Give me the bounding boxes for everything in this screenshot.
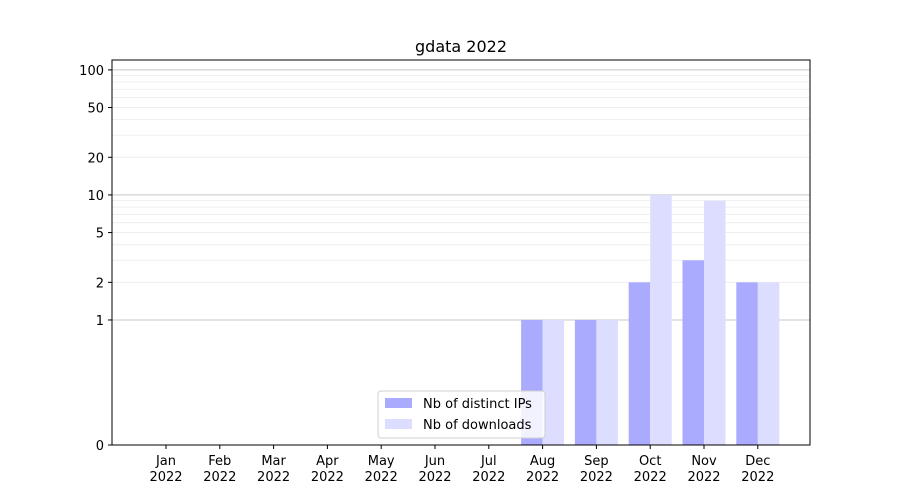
x-tick-label: Jul 2022	[472, 454, 505, 485]
plot-frame	[111, 59, 811, 446]
x-tick-label: Mar 2022	[257, 454, 290, 485]
bar-downloads	[704, 200, 726, 445]
bar-downloads	[757, 282, 780, 445]
legend-label: Nb of downloads	[423, 418, 532, 433]
x-tick-label: Oct 2022	[634, 454, 667, 485]
y-axis: 0 1 2 5 10 20 50 100	[79, 64, 112, 454]
x-tick-label: Feb 2022	[203, 454, 236, 485]
bar-downloads	[542, 319, 565, 445]
x-tick-label: Aug 2022	[526, 454, 559, 485]
y-tick-label: 100	[79, 64, 104, 79]
y-tick-label: 50	[87, 102, 104, 117]
legend-swatch	[385, 419, 412, 429]
x-tick-label: Apr 2022	[311, 454, 344, 485]
bar-distinct-ips	[736, 282, 758, 445]
bar-downloads	[650, 194, 672, 445]
legend: Nb of distinct IPs Nb of downloads	[377, 390, 546, 439]
x-tick-label: Jun 2022	[418, 454, 451, 485]
bar-distinct-ips	[682, 260, 704, 445]
x-tick-label: May 2022	[365, 454, 398, 485]
bar-distinct-ips	[574, 319, 597, 445]
x-tick-label: Sep 2022	[580, 454, 613, 485]
legend-label: Nb of distinct IPs	[423, 397, 532, 412]
x-tick-label: Dec 2022	[741, 454, 774, 485]
legend-box	[377, 390, 546, 439]
y-tick-label: 0	[96, 439, 104, 454]
chart-title: gdata 2022	[415, 37, 507, 56]
y-tick-label: 20	[87, 151, 104, 166]
bar-distinct-ips	[628, 282, 651, 445]
x-axis: Jan 2022 Feb 2022 Mar 2022 Apr 2022 May 2022 Jun 20…	[149, 445, 774, 485]
y-tick-label: 2	[96, 276, 104, 291]
y-tick-label: 1	[96, 314, 104, 329]
legend-swatch	[385, 398, 412, 408]
y-tick-label: 5	[96, 227, 104, 242]
x-tick-label: Nov 2022	[687, 454, 720, 485]
y-tick-label: 10	[87, 189, 104, 204]
grid-lines	[112, 69, 810, 321]
bars	[521, 194, 780, 445]
bar-downloads	[596, 319, 618, 445]
x-tick-label: Jan 2022	[149, 454, 182, 485]
